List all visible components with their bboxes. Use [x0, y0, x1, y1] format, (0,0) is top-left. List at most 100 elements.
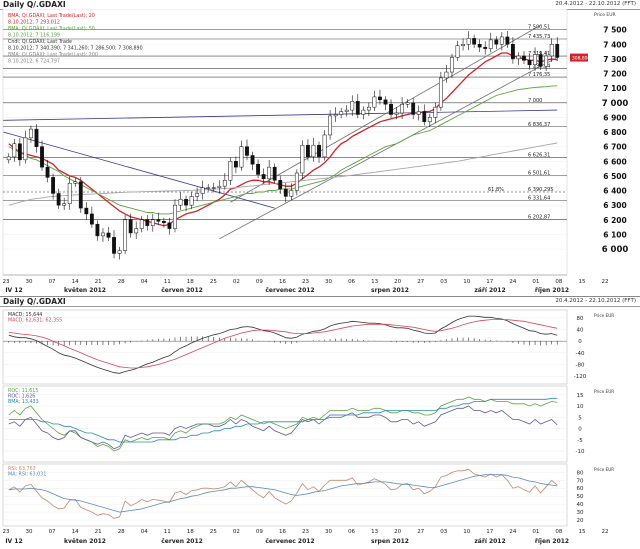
candle-body	[62, 203, 67, 206]
price-y-tick-label: 7 100	[603, 84, 627, 93]
bottom-chart-title: Daily Q/.GDAXI	[3, 297, 66, 306]
candle-body	[56, 193, 61, 206]
candle-body	[150, 219, 155, 226]
candle-body	[139, 219, 144, 229]
price-x-tick-label: 23	[302, 279, 309, 285]
pane-background	[2, 309, 568, 385]
candle-body	[211, 187, 216, 189]
price-y-tick-label: 6 800	[603, 128, 627, 137]
upper-channel-line	[230, 24, 541, 203]
indicator-line	[8, 474, 558, 513]
candle-body	[527, 60, 532, 65]
price-y-tick-label: 6 400	[603, 187, 627, 196]
indicator-x-tick-label: 08	[555, 529, 562, 535]
price-y-tick-label: 7 400	[603, 40, 627, 49]
lower-channel-line	[219, 57, 558, 240]
indicator-charts[interactable]: 80 40 0 -40 -80 -120 Price EUR MACD; 15,644MACD…	[0, 306, 640, 549]
price-y-tick-label: 6 600	[603, 157, 627, 166]
price-y-tick-label: 7 300	[603, 55, 627, 64]
indicator-line	[8, 315, 558, 374]
pane-background	[2, 463, 568, 527]
candle-body	[328, 115, 333, 136]
price-x-tick-label: 01	[532, 279, 539, 285]
pane-legend-entry: ROC; 1,626	[8, 394, 35, 400]
indicator-month-label: září 2012	[474, 538, 505, 545]
candle-body	[101, 232, 105, 237]
pane-y-tick-label: 80	[577, 470, 584, 476]
price-level-label: 6 501,61	[528, 171, 550, 177]
candle-body	[544, 55, 549, 67]
candle-body	[394, 112, 399, 115]
indicator-month-label: říjen 2012	[535, 538, 569, 545]
price-x-tick-label: 09	[256, 279, 263, 285]
candle-body	[477, 44, 482, 48]
pane-legend-entry: ROC; 11,615	[8, 388, 38, 394]
candle-body	[549, 44, 554, 57]
candle-body	[533, 54, 537, 65]
candle-body	[455, 45, 460, 58]
price-month-label: červen 2012	[161, 287, 203, 294]
candle-body	[233, 161, 238, 168]
price-chart[interactable]: 7 500,517 435,737 319,417 234,547 176,35…	[0, 9, 640, 297]
last-price-marker	[570, 53, 588, 62]
indicator-x-tick-label: 22	[602, 529, 609, 535]
candle-body	[306, 144, 310, 158]
price-level-label: 7 176,35	[528, 72, 550, 78]
candle-body	[245, 146, 249, 156]
price-y-tick-label: 6 000	[602, 245, 629, 255]
candle-body	[239, 146, 244, 168]
pane-legend-entry: MACD; 15,644	[8, 312, 42, 318]
candle-body	[483, 46, 488, 49]
pane-y-tick-label: 20	[577, 518, 584, 524]
candle-body	[267, 166, 272, 180]
candle-body	[217, 185, 222, 188]
candle-body	[278, 180, 283, 190]
price-x-tick-label: 13	[371, 279, 378, 285]
indicator-x-tick-label: 09	[256, 529, 263, 535]
pane-y-tick-label: 50	[577, 494, 584, 500]
indicator-x-tick-label: 21	[95, 529, 102, 535]
candle-body	[499, 36, 504, 45]
indicator-line	[8, 405, 558, 450]
price-level-label: 61,8%	[488, 187, 504, 193]
candle-body	[73, 181, 78, 184]
price-x-tick-label: 20	[394, 279, 401, 285]
indicator-month-label: květen 2012	[64, 538, 106, 545]
pane-y-tick-label: -120	[574, 374, 587, 380]
pane-legend-entry: BMA; 13,433	[8, 399, 39, 405]
price-y-tick-label: 6 900	[603, 113, 627, 122]
candle-body	[433, 106, 438, 118]
indicator-x-tick-label: 01	[532, 529, 539, 535]
candle-body	[117, 250, 122, 254]
pane-y-tick-label: 40	[577, 502, 584, 508]
pane-y-tick-label: 80	[577, 316, 584, 322]
pane-y-tick-label: 30	[577, 510, 584, 516]
candle-body	[361, 109, 366, 115]
price-currency-label: Price EUR	[594, 12, 616, 18]
candle-body	[161, 221, 166, 223]
candle-body	[145, 219, 150, 226]
candle-body	[350, 101, 355, 111]
price-y-tick-label: 7 500	[603, 26, 627, 35]
price-x-tick-label: 02	[233, 279, 240, 285]
candle-body	[128, 219, 133, 234]
candle-body	[261, 174, 266, 180]
indicator-x-tick-label: 11	[164, 529, 171, 535]
price-x-tick-label: 17	[486, 279, 493, 285]
candle-body	[505, 36, 510, 45]
indicator-x-tick-label: 07	[49, 529, 56, 535]
candle-body	[189, 196, 194, 206]
price-y-tick-label: 6 500	[603, 172, 627, 181]
indicator-month-label: červenec 2012	[265, 538, 314, 545]
candle-body	[461, 44, 465, 46]
indicator-x-tick-label: 15	[578, 529, 585, 535]
candle-body	[555, 44, 560, 58]
indicator-line	[8, 468, 558, 519]
candle-body	[67, 182, 72, 204]
candle-body	[333, 114, 338, 117]
moving-average-line	[8, 85, 558, 215]
downtrend-line	[3, 131, 275, 209]
pane-legend-entry: MACD; 62,631; 62,355	[8, 318, 62, 324]
candle-body	[378, 96, 382, 101]
